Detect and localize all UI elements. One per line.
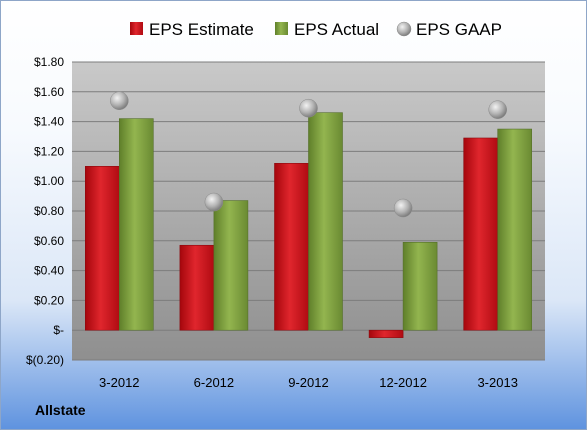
bars-layer — [85, 91, 533, 338]
y-axis-labels: $1.80 $1.60 $1.40 $1.20 $1.00 $0.80 $0.60 $0.40… — [26, 55, 64, 367]
eps-estimate-bar — [463, 137, 499, 331]
eps-actual-bar — [119, 118, 154, 331]
eps-gaap-point — [204, 192, 224, 212]
legend-actual-swatch — [275, 22, 288, 35]
eps-gaap-point — [110, 91, 129, 110]
eps-actual-bar — [402, 241, 438, 331]
y-tick-label: $0.40 — [34, 264, 64, 278]
eps-actual-bar — [213, 200, 249, 331]
x-category-label: 12-2012 — [379, 375, 427, 390]
legend-label: EPS Actual — [294, 20, 379, 39]
y-tick-label: $(0.20) — [26, 353, 64, 367]
x-category-label: 9-2012 — [288, 375, 328, 390]
y-tick-label: $0.20 — [34, 293, 64, 307]
x-category-label: 3-2012 — [99, 375, 139, 390]
legend: EPS Estimate EPS Actual EPS GAAP — [130, 20, 502, 39]
x-category-label: 6-2012 — [194, 375, 234, 390]
eps-actual-bar — [497, 128, 533, 331]
legend-label: EPS GAAP — [416, 20, 502, 39]
eps-estimate-bar — [368, 329, 404, 338]
x-category-label: 3-2013 — [477, 375, 517, 390]
company-label: Allstate — [35, 402, 86, 418]
legend-gaap-marker — [396, 21, 412, 37]
legend-label: EPS Estimate — [149, 20, 254, 39]
y-tick-label: $1.60 — [34, 85, 64, 99]
eps-gaap-point — [488, 100, 507, 119]
y-tick-label: $1.00 — [34, 174, 64, 188]
y-tick-label: $- — [53, 323, 64, 337]
y-tick-label: $0.60 — [34, 234, 64, 248]
eps-gaap-point — [393, 198, 413, 218]
eps-estimate-bar — [274, 163, 309, 331]
x-axis-labels: 3-2012 6-2012 9-2012 12-2012 3-2013 — [99, 375, 518, 390]
legend-estimate-swatch — [130, 22, 143, 35]
eps-actual-bar — [308, 112, 343, 331]
y-tick-label: $0.80 — [34, 204, 64, 218]
y-tick-label: $1.80 — [34, 55, 64, 69]
y-tick-label: $1.40 — [34, 115, 64, 129]
eps-estimate-bar — [85, 166, 120, 331]
y-tick-label: $1.20 — [34, 144, 64, 158]
eps-gaap-point — [299, 98, 318, 118]
eps-estimate-bar — [179, 244, 215, 331]
